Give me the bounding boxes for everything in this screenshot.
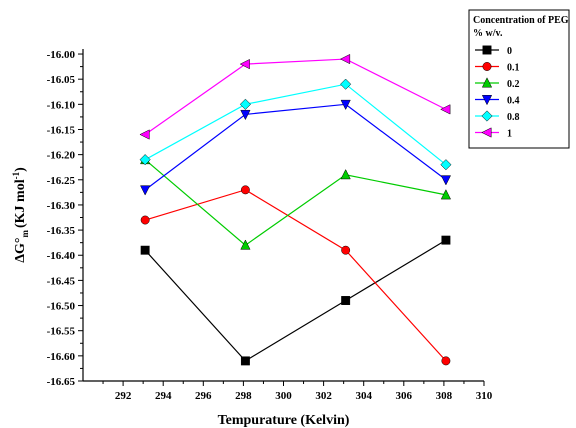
series-0-2 — [140, 153, 452, 250]
x-tick-label: 298 — [235, 390, 252, 402]
data-point — [239, 58, 250, 70]
y-tick-label: -16.20 — [47, 150, 76, 162]
x-tick-label: 294 — [155, 390, 172, 402]
data-point — [441, 235, 451, 245]
legend-entry: 0.8 — [475, 110, 520, 123]
y-axis-title-subscript: m — [20, 230, 30, 238]
y-tick-label: -16.50 — [47, 301, 76, 313]
y-tick-label: -16.40 — [47, 250, 76, 262]
data-point — [239, 98, 251, 110]
x-tick-label: 308 — [436, 390, 453, 402]
x-tick-label: 296 — [195, 390, 212, 402]
y-axis-title-unit: (KJ mol — [13, 179, 28, 228]
series-0-4 — [140, 99, 452, 196]
legend-swatch-marker — [481, 127, 492, 138]
series-line — [144, 239, 447, 362]
legend-entries: 0 0.1 0.2 0.4 0.8 1 — [475, 45, 520, 140]
legend-label: 0.2 — [507, 79, 520, 90]
series-line — [144, 83, 447, 166]
legend-label: 0 — [507, 46, 512, 57]
data-point — [240, 239, 251, 250]
x-axis-title: Tempurature (Kelvin) — [218, 413, 350, 428]
y-tick-label: -16.10 — [47, 99, 76, 111]
y-tick-label: -16.25 — [47, 175, 76, 187]
x-tick-label: 306 — [396, 390, 413, 402]
data-point — [440, 175, 452, 186]
y-tick-label: -16.35 — [47, 225, 76, 237]
series-line — [144, 189, 447, 362]
x-tick-label: 292 — [115, 390, 132, 402]
data-point — [240, 109, 251, 121]
data-point — [441, 356, 451, 366]
y-axis-title-main: ΔG° — [13, 238, 28, 263]
axes: 292 294 296 298 300 302 304 306 308 310 -16.00 -16.… — [47, 49, 493, 402]
series-0 — [140, 235, 451, 366]
legend-entry: 1 — [475, 127, 512, 140]
legend-label: 1 — [507, 129, 512, 140]
legend-swatch-marker — [481, 110, 493, 122]
series-0-8 — [139, 78, 452, 171]
data-point — [139, 154, 151, 166]
y-tick-label: -16.60 — [47, 351, 76, 363]
legend-swatch-marker — [481, 77, 493, 88]
data-point — [440, 159, 452, 171]
legend-label: 0.1 — [507, 63, 520, 74]
x-tick-label: 304 — [355, 390, 372, 402]
data-point — [339, 53, 351, 65]
y-axis-title: ΔG°m (KJ mol-1) — [11, 167, 30, 263]
data-point — [340, 168, 351, 180]
legend-subtitle: % w/v. — [473, 28, 503, 39]
data-point — [139, 129, 150, 140]
x-tick-label: 302 — [315, 390, 332, 402]
data-point — [340, 99, 351, 111]
legend-swatch-marker — [482, 45, 492, 55]
x-tick-label: 300 — [275, 390, 292, 402]
series-1 — [139, 53, 451, 140]
legend-entry: 0.1 — [475, 62, 520, 74]
legend-entry: 0 — [475, 45, 512, 57]
data-point — [140, 215, 150, 225]
series-line — [144, 58, 447, 136]
legend-swatch-marker — [482, 62, 492, 71]
y-tick-label: -16.15 — [47, 124, 76, 136]
data-point — [140, 245, 150, 255]
legend-title: Concentration of PEG — [473, 15, 569, 26]
data-point — [440, 104, 451, 115]
data-point — [240, 185, 250, 195]
series-line — [144, 159, 447, 246]
y-tick-label: -16.55 — [47, 326, 76, 338]
legend-entry: 0.2 — [475, 77, 520, 90]
series-0-1 — [140, 185, 451, 366]
legend-swatch-marker — [481, 95, 493, 106]
data-point — [240, 356, 250, 366]
y-tick-label: -16.05 — [47, 74, 76, 86]
y-tick-label: -16.00 — [47, 49, 76, 61]
legend-label: 0.8 — [507, 112, 520, 123]
series-layer — [139, 53, 452, 366]
y-tick-label: -16.65 — [47, 376, 76, 388]
y-tick-label: -16.45 — [47, 275, 76, 287]
data-point — [340, 78, 352, 90]
data-point — [440, 189, 452, 200]
legend-label: 0.4 — [507, 96, 520, 107]
data-point — [341, 245, 351, 255]
y-tick-label: -16.30 — [47, 200, 76, 212]
legend-box — [468, 9, 570, 149]
y-axis-title-unit-superscript: -1 — [11, 171, 21, 179]
data-point — [140, 185, 151, 196]
series-line — [144, 103, 447, 191]
legend-entry: 0.4 — [475, 95, 520, 107]
legend: Concentration of PEG % w/v. 0 0.1 0.2 0.4 0.… — [468, 9, 570, 149]
x-tick-label: 310 — [476, 390, 493, 402]
y-axis-title-unit-close: ) — [13, 167, 28, 172]
data-point — [341, 296, 351, 305]
